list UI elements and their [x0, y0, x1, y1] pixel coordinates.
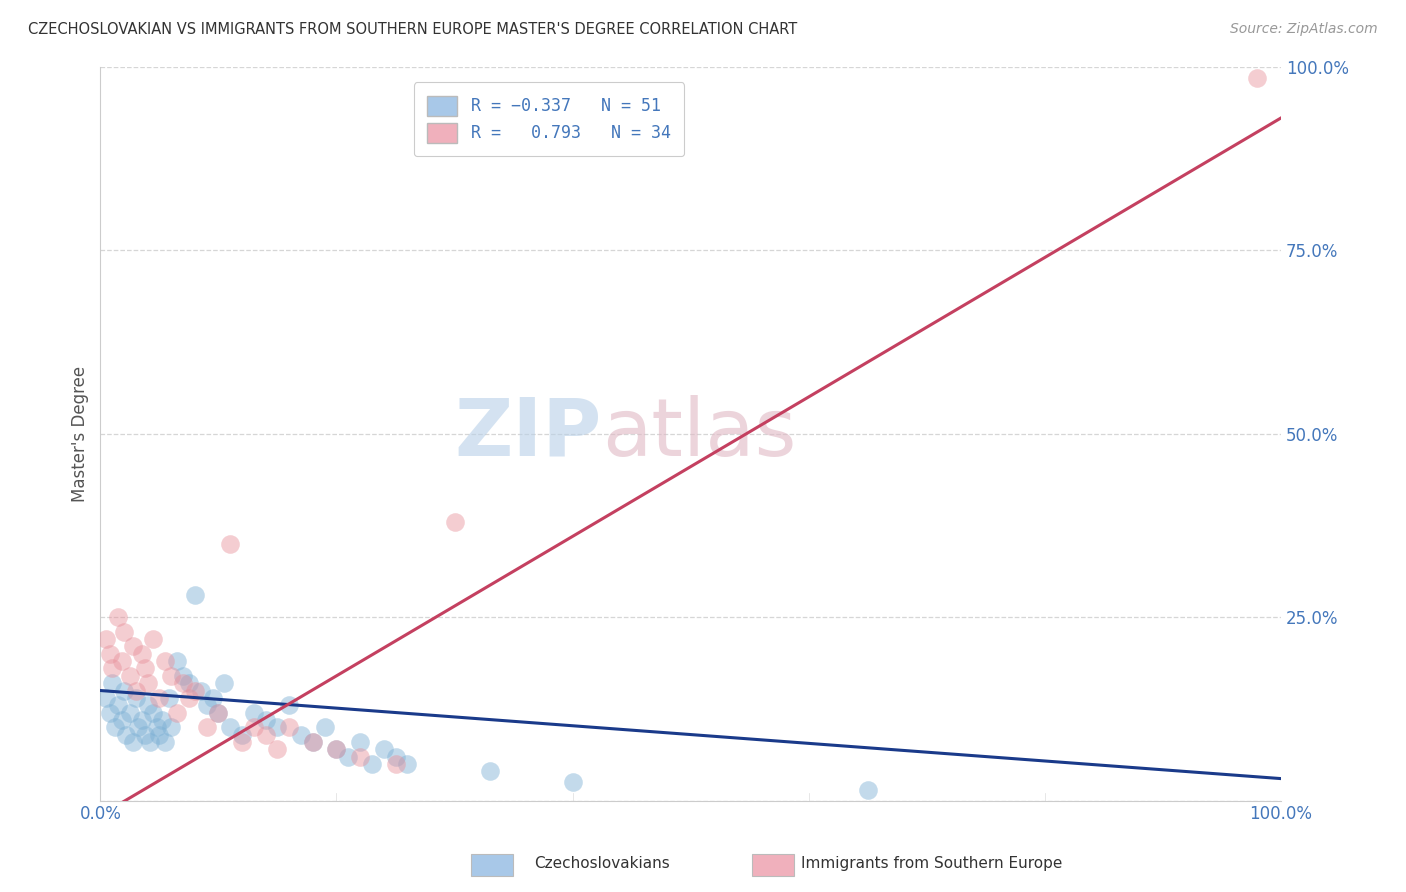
Point — [337, 749, 360, 764]
Point — [150, 713, 173, 727]
Point — [184, 588, 207, 602]
Point — [349, 749, 371, 764]
Point — [184, 683, 207, 698]
Point — [125, 690, 148, 705]
Point — [219, 720, 242, 734]
Point — [254, 713, 277, 727]
Point — [177, 676, 200, 690]
Point — [278, 720, 301, 734]
Point — [195, 720, 218, 734]
Point — [314, 720, 336, 734]
Point — [302, 735, 325, 749]
Point — [1246, 70, 1268, 85]
Point — [98, 706, 121, 720]
Point — [361, 756, 384, 771]
Text: atlas: atlas — [602, 394, 796, 473]
Point — [118, 669, 141, 683]
Y-axis label: Master's Degree: Master's Degree — [72, 366, 89, 501]
Point — [396, 756, 419, 771]
Point — [856, 782, 879, 797]
Text: Immigrants from Southern Europe: Immigrants from Southern Europe — [801, 856, 1063, 871]
Point — [148, 690, 170, 705]
Text: Source: ZipAtlas.com: Source: ZipAtlas.com — [1230, 22, 1378, 37]
Point — [384, 749, 406, 764]
Point — [122, 735, 145, 749]
Point — [302, 735, 325, 749]
Point — [243, 720, 266, 734]
Point — [190, 683, 212, 698]
Point — [118, 706, 141, 720]
Point — [142, 706, 165, 720]
Point — [219, 537, 242, 551]
Point — [201, 690, 224, 705]
Point — [101, 676, 124, 690]
Point — [166, 706, 188, 720]
Point — [254, 727, 277, 741]
Point — [96, 690, 118, 705]
Point — [134, 727, 156, 741]
Point — [195, 698, 218, 713]
Point — [172, 676, 194, 690]
Point — [103, 720, 125, 734]
Point — [207, 706, 229, 720]
Point — [214, 676, 236, 690]
Point — [131, 713, 153, 727]
Point — [101, 661, 124, 675]
Point — [115, 727, 138, 741]
Point — [373, 742, 395, 756]
Text: Czechoslovakians: Czechoslovakians — [534, 856, 671, 871]
Point — [96, 632, 118, 647]
Point — [325, 742, 347, 756]
Point — [98, 647, 121, 661]
Point — [125, 683, 148, 698]
Point — [278, 698, 301, 713]
Point — [207, 706, 229, 720]
Point — [160, 669, 183, 683]
Point — [127, 720, 149, 734]
Text: CZECHOSLOVAKIAN VS IMMIGRANTS FROM SOUTHERN EUROPE MASTER'S DEGREE CORRELATION C: CZECHOSLOVAKIAN VS IMMIGRANTS FROM SOUTH… — [28, 22, 797, 37]
Point — [110, 654, 132, 668]
Point — [142, 632, 165, 647]
Point — [325, 742, 347, 756]
Point — [139, 735, 162, 749]
Point — [148, 727, 170, 741]
Point — [136, 676, 159, 690]
Text: ZIP: ZIP — [456, 394, 602, 473]
Point — [110, 713, 132, 727]
Point — [157, 690, 180, 705]
Point — [155, 735, 177, 749]
Point — [155, 654, 177, 668]
Point — [384, 756, 406, 771]
Point — [122, 640, 145, 654]
Point — [160, 720, 183, 734]
Point — [134, 661, 156, 675]
Point — [231, 735, 253, 749]
Point — [166, 654, 188, 668]
Point — [231, 727, 253, 741]
Point — [349, 735, 371, 749]
Point — [561, 775, 583, 789]
Point — [266, 742, 288, 756]
Legend: R = −0.337   N = 51, R =   0.793   N = 34: R = −0.337 N = 51, R = 0.793 N = 34 — [413, 82, 683, 156]
Point — [136, 698, 159, 713]
Point — [112, 624, 135, 639]
Point — [290, 727, 312, 741]
Point — [443, 515, 465, 529]
Point — [266, 720, 288, 734]
Point — [172, 669, 194, 683]
Point — [478, 764, 501, 779]
Point — [107, 610, 129, 624]
Point — [177, 690, 200, 705]
Point — [107, 698, 129, 713]
Point — [243, 706, 266, 720]
Point — [112, 683, 135, 698]
Point — [146, 720, 169, 734]
Point — [131, 647, 153, 661]
